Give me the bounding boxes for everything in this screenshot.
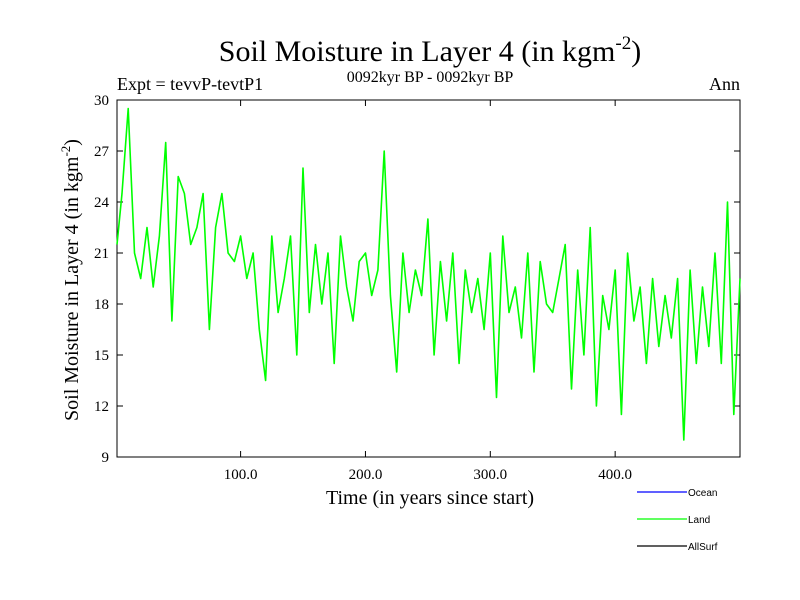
experiment-label: Expt = tevvP-tevtP1 — [117, 74, 263, 94]
x-tick-label: 100.0 — [224, 467, 258, 483]
period-label: 0092kyr BP - 0092kyr BP — [347, 69, 514, 86]
plot-area — [116, 99, 741, 458]
legend-label-ocean: Ocean — [688, 488, 717, 499]
series-line-land — [116, 107, 741, 441]
x-axis: 100.0 200.0 300.0 400.0 — [224, 100, 632, 483]
y-axis-label-superscript: -2 — [58, 146, 73, 157]
y-tick-label: 9 — [102, 450, 110, 466]
y-axis-label: Soil Moisture in Layer 4 (in kgm-2) — [58, 139, 83, 421]
y-axis-label-close: ) — [61, 139, 83, 146]
x-tick-label: 400.0 — [598, 467, 632, 483]
y-tick-label: 18 — [94, 297, 109, 313]
chart-title: Soil Moisture in Layer 4 (in kgm-2) — [219, 33, 641, 68]
x-axis-label: Time (in years since start) — [326, 487, 534, 509]
y-tick-label: 12 — [94, 399, 109, 415]
season-label: Ann — [709, 74, 740, 94]
y-tick-label: 24 — [94, 195, 110, 211]
legend: Ocean Land AllSurf — [637, 488, 718, 553]
x-tick-label: 200.0 — [349, 467, 383, 483]
x-tick-label: 300.0 — [473, 467, 507, 483]
y-axis: 9 12 15 18 21 24 27 30 — [94, 93, 740, 466]
chart-title-superscript: -2 — [615, 33, 631, 54]
plot-border — [116, 99, 741, 458]
chart-title-close: ) — [631, 35, 641, 68]
legend-label-land: Land — [688, 515, 710, 526]
y-tick-label: 30 — [94, 93, 109, 109]
series-layer — [116, 107, 741, 441]
y-tick-label: 27 — [94, 144, 110, 160]
y-tick-label: 21 — [94, 246, 109, 262]
y-tick-label: 15 — [94, 348, 109, 364]
legend-label-allsurf: AllSurf — [688, 542, 718, 553]
